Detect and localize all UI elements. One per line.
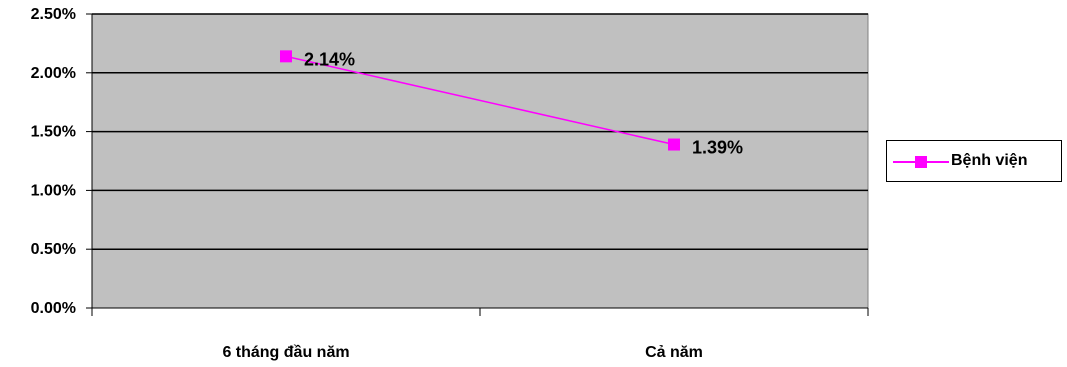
legend-label-benh-vien: Bệnh viện bbox=[951, 152, 1028, 169]
plot-area bbox=[91, 13, 869, 309]
x-tick-label: 6 tháng đầu năm bbox=[222, 344, 349, 361]
x-axis-tick-labels: 6 tháng đầu năm Cả năm bbox=[222, 344, 702, 361]
data-label: 2.14% bbox=[304, 49, 355, 69]
y-tick-label: 2.50% bbox=[31, 6, 76, 23]
y-tick-label: 0.00% bbox=[31, 300, 76, 317]
y-tick-label: 0.50% bbox=[31, 241, 76, 258]
x-tick-label: Cả năm bbox=[645, 344, 703, 361]
data-labels: 2.14% 1.39% bbox=[304, 49, 743, 157]
y-tick-label: 1.00% bbox=[31, 182, 76, 199]
data-label: 1.39% bbox=[692, 138, 743, 158]
y-axis-tick-labels: 0.00% 0.50% 1.00% 1.50% 2.00% 2.50% bbox=[31, 6, 76, 317]
gridlines bbox=[86, 13, 868, 309]
y-tick-label: 1.50% bbox=[31, 124, 76, 141]
series-lines bbox=[285, 55, 675, 146]
y-tick-label: 2.00% bbox=[31, 65, 76, 82]
series-markers bbox=[280, 50, 680, 151]
data-point bbox=[280, 50, 292, 63]
legend: Bệnh viện bbox=[886, 140, 1062, 182]
legend-marker bbox=[893, 156, 949, 168]
series-line bbox=[285, 55, 675, 146]
axes bbox=[91, 14, 869, 316]
data-point bbox=[668, 138, 680, 151]
